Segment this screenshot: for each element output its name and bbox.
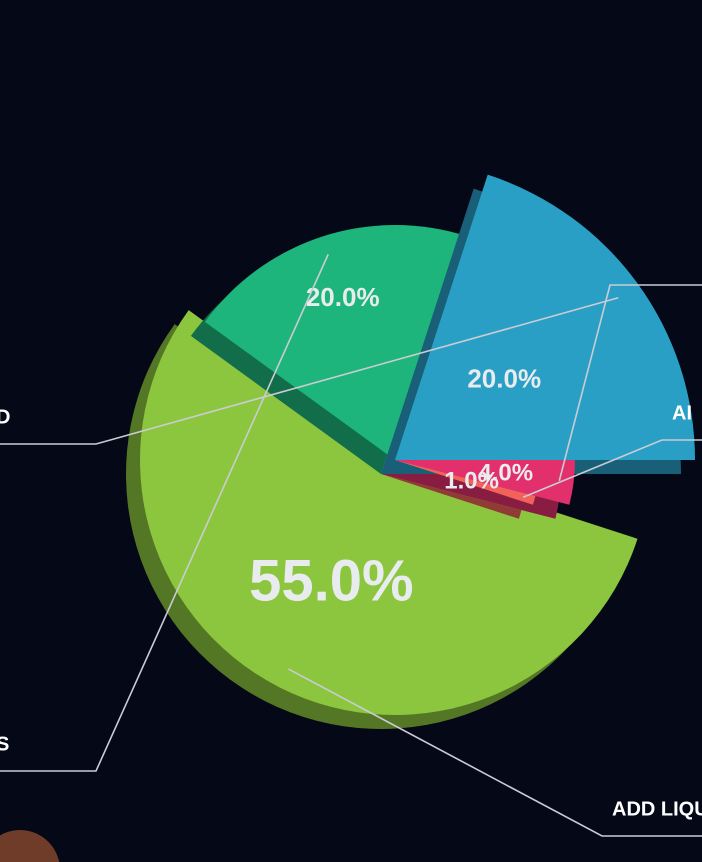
value-label: 20.0% (306, 282, 380, 312)
leader-line (522, 439, 702, 498)
value-label: 4.0% (478, 459, 533, 486)
leader-line (0, 297, 619, 445)
slice (140, 310, 638, 715)
slice-side (381, 474, 522, 519)
leader-line (0, 254, 329, 772)
slice (395, 460, 536, 505)
leader-line (288, 668, 702, 837)
value-label: 20.0% (467, 364, 541, 394)
category-label: D (0, 406, 10, 428)
slice (395, 174, 695, 460)
value-label: 55.0% (249, 548, 413, 613)
category-label: S (0, 733, 9, 755)
decor-orb (0, 830, 60, 862)
category-label: AI (672, 402, 692, 424)
category-label: ADD LIQU (612, 798, 702, 820)
slice (204, 225, 468, 460)
leader-line (558, 284, 702, 481)
value-label: 1.0% (444, 468, 499, 495)
